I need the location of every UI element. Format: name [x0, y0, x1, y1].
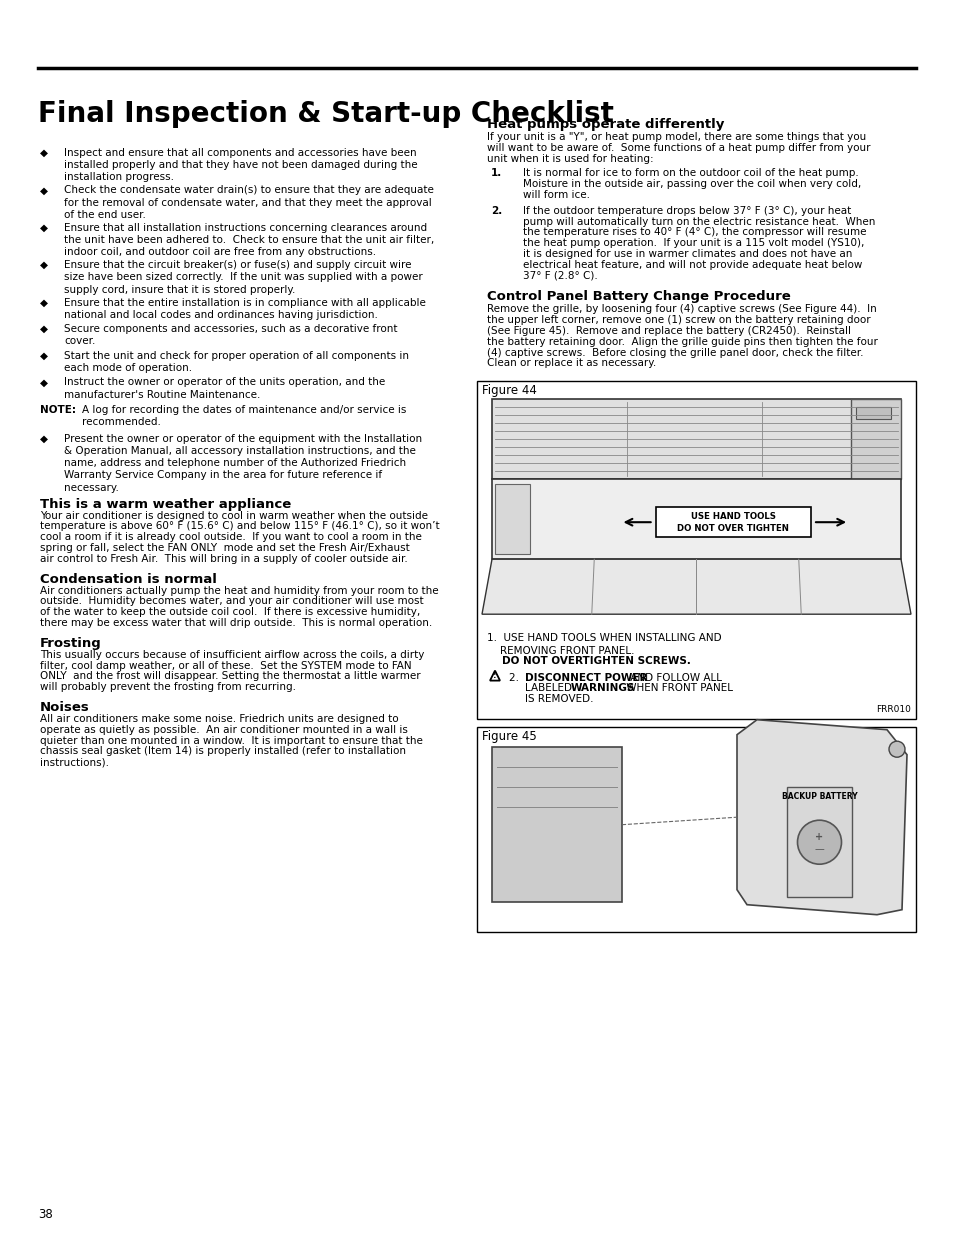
Text: the battery retaining door.  Align the grille guide pins then tighten the four: the battery retaining door. Align the gr…: [486, 337, 877, 347]
Text: DO NOT OVERTIGHTEN SCREWS.: DO NOT OVERTIGHTEN SCREWS.: [501, 656, 690, 666]
Polygon shape: [737, 720, 906, 915]
Text: This is a warm weather appliance: This is a warm weather appliance: [40, 498, 291, 510]
Text: will probably prevent the frosting from recurring.: will probably prevent the frosting from …: [40, 682, 295, 692]
Text: it is designed for use in warmer climates and does not have an: it is designed for use in warmer climate…: [522, 249, 851, 259]
Bar: [492, 747, 621, 903]
Text: ◆: ◆: [40, 378, 48, 388]
Text: will form ice.: will form ice.: [522, 190, 589, 200]
Text: (4) captive screws.  Before closing the grille panel door, check the filter.: (4) captive screws. Before closing the g…: [486, 347, 862, 358]
Polygon shape: [490, 671, 499, 680]
Text: of the water to keep the outside coil cool.  If there is excessive humidity,: of the water to keep the outside coil co…: [40, 608, 420, 618]
Text: filter, cool damp weather, or all of these.  Set the SYSTEM mode to FAN: filter, cool damp weather, or all of the…: [40, 661, 411, 671]
Text: FRR010: FRR010: [875, 705, 910, 714]
Text: Control Panel Battery Change Procedure: Control Panel Battery Change Procedure: [486, 290, 790, 304]
Text: Heat pumps operate differently: Heat pumps operate differently: [486, 119, 723, 131]
Text: If your unit is a "Y", or heat pump model, there are some things that you: If your unit is a "Y", or heat pump mode…: [486, 132, 865, 142]
Text: unit when it is used for heating:: unit when it is used for heating:: [486, 153, 653, 163]
Text: cool a room if it is already cool outside.  If you want to cool a room in the: cool a room if it is already cool outsid…: [40, 532, 421, 542]
Text: Ensure that the circuit breaker(s) or fuse(s) and supply circuit wire
size have : Ensure that the circuit breaker(s) or fu…: [64, 261, 422, 295]
Text: A log for recording the dates of maintenance and/or service is
recommended.: A log for recording the dates of mainten…: [82, 405, 406, 427]
Text: ◆: ◆: [40, 325, 48, 335]
Text: It is normal for ice to form on the outdoor coil of the heat pump.: It is normal for ice to form on the outd…: [522, 168, 858, 178]
Text: 1.: 1.: [491, 168, 501, 178]
Text: Check the condensate water drain(s) to ensure that they are adequate
for the rem: Check the condensate water drain(s) to e…: [64, 185, 434, 220]
Bar: [492, 479, 900, 559]
Text: Present the owner or operator of the equipment with the Installation
& Operation: Present the owner or operator of the equ…: [64, 433, 421, 493]
Text: Secure components and accessories, such as a decorative front
cover.: Secure components and accessories, such …: [64, 325, 397, 347]
Text: WARNINGS: WARNINGS: [571, 683, 635, 693]
Text: ◆: ◆: [40, 222, 48, 233]
Text: Moisture in the outside air, passing over the coil when very cold,: Moisture in the outside air, passing ove…: [522, 179, 861, 189]
Text: USE HAND TOOLS
DO NOT OVER TIGHTEN: USE HAND TOOLS DO NOT OVER TIGHTEN: [677, 511, 788, 532]
Text: IS REMOVED.: IS REMOVED.: [524, 694, 593, 704]
Text: ◆: ◆: [40, 148, 48, 158]
Text: BACKUP BATTERY: BACKUP BATTERY: [781, 792, 857, 802]
Text: temperature is above 60° F (15.6° C) and below 115° F (46.1° C), so it won’t: temperature is above 60° F (15.6° C) and…: [40, 521, 439, 531]
Text: !: !: [493, 671, 497, 680]
Text: Figure 45: Figure 45: [481, 730, 537, 743]
Text: quieter than one mounted in a window.  It is important to ensure that the: quieter than one mounted in a window. It…: [40, 736, 422, 746]
Text: electrical heat feature, and will not provide adequate heat below: electrical heat feature, and will not pr…: [522, 259, 862, 269]
Bar: [476, 727, 915, 932]
Text: 38: 38: [38, 1208, 52, 1221]
Text: Air conditioners actually pump the heat and humidity from your room to the: Air conditioners actually pump the heat …: [40, 585, 438, 595]
Text: (See Figure 45).  Remove and replace the battery (CR2450).  Reinstall: (See Figure 45). Remove and replace the …: [486, 326, 850, 336]
Text: pump will automatically turn on the electric resistance heat.  When: pump will automatically turn on the elec…: [522, 216, 875, 226]
Text: AND FOLLOW ALL: AND FOLLOW ALL: [626, 673, 721, 683]
Text: +: +: [815, 832, 822, 842]
Text: LABELED: LABELED: [524, 683, 575, 693]
Text: Your air conditioner is designed to cool in warm weather when the outside: Your air conditioner is designed to cool…: [40, 510, 428, 521]
Text: Figure 44: Figure 44: [481, 384, 537, 398]
Text: Ensure that all installation instructions concerning clearances around
the unit : Ensure that all installation instruction…: [64, 222, 434, 257]
Text: the temperature rises to 40° F (4° C), the compressor will resume: the temperature rises to 40° F (4° C), t…: [522, 227, 865, 237]
Text: ONLY  and the frost will disappear. Setting the thermostat a little warmer: ONLY and the frost will disappear. Setti…: [40, 672, 420, 682]
Text: NOTE:: NOTE:: [40, 405, 76, 415]
Text: Condensation is normal: Condensation is normal: [40, 573, 216, 585]
Text: All air conditioners make some noise. Friedrich units are designed to: All air conditioners make some noise. Fr…: [40, 714, 398, 724]
Text: outside.  Humidity becomes water, and your air conditioner will use most: outside. Humidity becomes water, and you…: [40, 597, 423, 606]
Text: —: —: [814, 845, 823, 855]
Text: Ensure that the entire installation is in compliance with all applicable
nationa: Ensure that the entire installation is i…: [64, 298, 425, 320]
Text: Final Inspection & Start-up Checklist: Final Inspection & Start-up Checklist: [38, 100, 613, 128]
Text: spring or fall, select the FAN ONLY  mode and set the Fresh Air/Exhaust: spring or fall, select the FAN ONLY mode…: [40, 543, 410, 553]
Text: instructions).: instructions).: [40, 757, 109, 767]
Text: DISCONNECT POWER: DISCONNECT POWER: [524, 673, 647, 683]
Text: operate as quietly as possible.  An air conditioner mounted in a wall is: operate as quietly as possible. An air c…: [40, 725, 408, 735]
Text: 1.  USE HAND TOOLS WHEN INSTALLING AND
    REMOVING FRONT PANEL.: 1. USE HAND TOOLS WHEN INSTALLING AND RE…: [486, 634, 720, 656]
Circle shape: [797, 820, 841, 864]
Bar: [476, 382, 915, 719]
Text: Clean or replace it as necessary.: Clean or replace it as necessary.: [486, 358, 656, 368]
Text: Remove the grille, by loosening four (4) captive screws (See Figure 44).  In: Remove the grille, by loosening four (4)…: [486, 304, 876, 315]
Bar: [492, 399, 900, 479]
Text: air control to Fresh Air.  This will bring in a supply of cooler outside air.: air control to Fresh Air. This will brin…: [40, 553, 407, 564]
Polygon shape: [481, 559, 910, 614]
Text: Start the unit and check for proper operation of all components in
each mode of : Start the unit and check for proper oper…: [64, 351, 409, 373]
Text: chassis seal gasket (Item 14) is properly installed (refer to installation: chassis seal gasket (Item 14) is properl…: [40, 746, 406, 756]
Text: Inspect and ensure that all components and accessories have been
installed prope: Inspect and ensure that all components a…: [64, 148, 417, 183]
Text: Noises: Noises: [40, 701, 90, 714]
Bar: [786, 787, 851, 897]
Bar: [495, 484, 530, 555]
Bar: [855, 408, 890, 419]
Text: If the outdoor temperature drops below 37° F (3° C), your heat: If the outdoor temperature drops below 3…: [522, 206, 850, 216]
Text: 2.: 2.: [509, 673, 525, 683]
Text: Frosting: Frosting: [40, 637, 102, 650]
Text: 37° F (2.8° C).: 37° F (2.8° C).: [522, 270, 598, 280]
Text: there may be excess water that will drip outside.  This is normal operation.: there may be excess water that will drip…: [40, 618, 432, 629]
Text: This usually occurs because of insufficient airflow across the coils, a dirty: This usually occurs because of insuffici…: [40, 650, 424, 659]
Bar: [850, 399, 900, 479]
Text: 2.: 2.: [491, 206, 501, 216]
Text: will want to be aware of.  Some functions of a heat pump differ from your: will want to be aware of. Some functions…: [486, 143, 869, 153]
Text: ◆: ◆: [40, 185, 48, 195]
Text: ◆: ◆: [40, 433, 48, 443]
Text: the upper left corner, remove one (1) screw on the battery retaining door: the upper left corner, remove one (1) sc…: [486, 315, 870, 325]
Text: ◆: ◆: [40, 261, 48, 270]
Circle shape: [888, 741, 904, 757]
Text: Instruct the owner or operator of the units operation, and the
manufacturer's Ro: Instruct the owner or operator of the un…: [64, 378, 385, 400]
Bar: [655, 508, 810, 537]
Text: ◆: ◆: [40, 351, 48, 361]
Text: ◆: ◆: [40, 298, 48, 308]
Text: the heat pump operation.  If your unit is a 115 volt model (YS10),: the heat pump operation. If your unit is…: [522, 238, 863, 248]
Text: WHEN FRONT PANEL: WHEN FRONT PANEL: [622, 683, 732, 693]
